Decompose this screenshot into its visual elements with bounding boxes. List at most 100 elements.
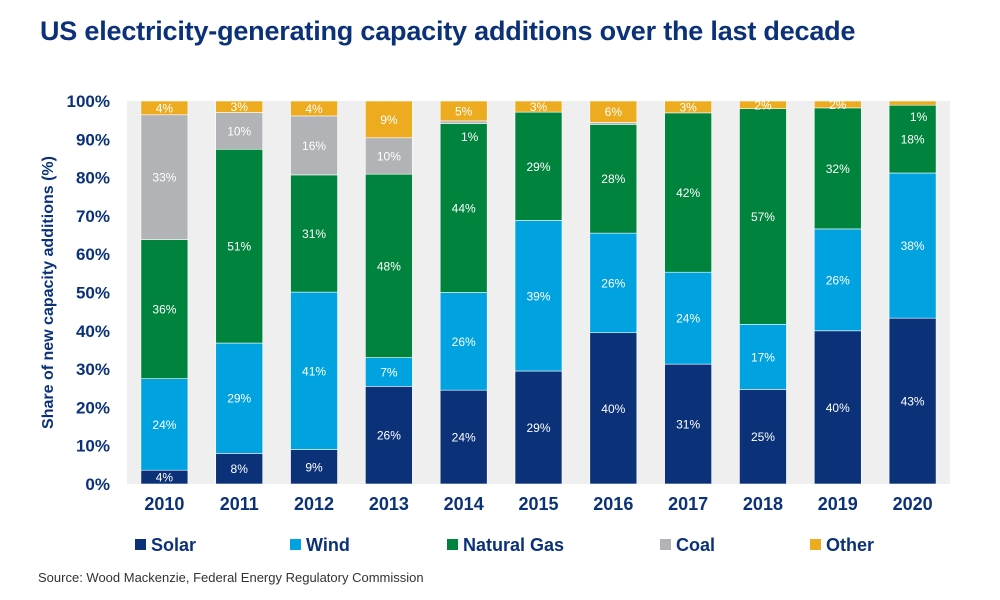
data-label: 24% — [452, 431, 476, 445]
bar-segment-solar — [439, 389, 488, 485]
data-label: 1% — [461, 130, 479, 144]
bar-segment-other — [664, 100, 712, 114]
data-label: 40% — [601, 402, 625, 416]
data-label: 25% — [751, 430, 775, 444]
y-tick-label: 20% — [76, 398, 110, 417]
y-tick-label: 70% — [76, 207, 110, 226]
bar-segment-natural-gas — [140, 239, 189, 379]
data-label: 24% — [676, 312, 700, 326]
bar-segment-other — [514, 100, 563, 113]
data-label: 6% — [605, 105, 623, 119]
data-label: 31% — [302, 227, 326, 241]
bar-segment-solar — [739, 389, 787, 485]
x-tick-label: 2017 — [668, 494, 708, 514]
data-label: 26% — [452, 335, 476, 349]
data-label: 33% — [152, 171, 176, 185]
data-label: 2% — [754, 98, 772, 112]
legend-label: Solar — [151, 535, 196, 555]
bar-segment-other — [439, 100, 488, 122]
bar-segment-coal — [439, 120, 488, 124]
legend-swatch-other — [810, 539, 821, 550]
bar-segment-wind — [664, 271, 712, 365]
bar-segment-other — [215, 100, 264, 113]
x-tick-label: 2012 — [294, 494, 334, 514]
bar-segment-wind — [215, 342, 264, 454]
bar-segment-wind — [813, 228, 862, 332]
y-tick-label: 60% — [76, 245, 110, 264]
y-axis-label: Share of new capacity additions (%) — [40, 156, 57, 429]
bar-segment-wind — [739, 323, 787, 390]
data-label: 38% — [901, 239, 925, 253]
data-label: 51% — [227, 240, 251, 254]
data-label: 26% — [601, 276, 625, 290]
data-label: 9% — [380, 113, 398, 127]
y-tick-label: 100% — [67, 92, 110, 111]
y-tick-label: 40% — [76, 322, 110, 341]
x-tick-label: 2010 — [144, 494, 184, 514]
data-label: 40% — [826, 401, 850, 415]
data-label: 1% — [910, 110, 928, 124]
data-label: 26% — [826, 273, 850, 287]
bar-segment-other — [140, 100, 189, 116]
bar-segment-natural-gas — [215, 148, 264, 344]
bar-segment-other — [290, 100, 338, 117]
bar-segment-solar — [813, 330, 862, 485]
x-tick-label: 2020 — [893, 494, 933, 514]
data-label: 10% — [377, 149, 401, 163]
data-label: 10% — [227, 124, 251, 138]
bar-segment-natural-gas — [290, 174, 338, 293]
data-label: 57% — [751, 210, 775, 224]
legend-swatch-solar — [135, 539, 146, 550]
y-tick-label: 50% — [76, 284, 110, 303]
data-label: 43% — [901, 395, 925, 409]
bar-segment-other — [888, 100, 937, 106]
bar-segment-solar — [514, 370, 563, 485]
data-label: 39% — [526, 289, 550, 303]
data-label: 42% — [676, 186, 700, 200]
x-tick-label: 2011 — [220, 494, 259, 514]
legend-swatch-coal — [660, 539, 671, 550]
data-label: 5% — [455, 104, 473, 118]
data-label: 29% — [526, 160, 550, 174]
data-label: 4% — [156, 101, 174, 115]
bar-segment-coal — [140, 114, 189, 240]
y-tick-label: 80% — [76, 169, 110, 188]
data-label: 4% — [305, 102, 323, 116]
bar-segment-other — [365, 100, 413, 139]
chart-title: US electricity-generating capacity addit… — [40, 16, 856, 46]
legend-label: Coal — [676, 535, 715, 555]
bar-segment-coal — [215, 112, 264, 150]
y-tick-label: 10% — [76, 437, 110, 456]
x-tick-label: 2018 — [743, 494, 783, 514]
bar-segment-solar — [290, 449, 338, 485]
bar-segment-wind — [589, 232, 638, 334]
bar-segment-wind — [290, 291, 338, 450]
y-tick-label: 90% — [76, 130, 110, 149]
legend-label: Other — [826, 535, 874, 555]
x-tick-label: 2014 — [444, 494, 484, 514]
data-label: 4% — [156, 471, 174, 485]
data-label: 26% — [377, 429, 401, 443]
data-label: 29% — [227, 392, 251, 406]
data-label: 3% — [679, 100, 697, 114]
bar-segment-other — [589, 100, 638, 123]
bar-segment-natural-gas — [439, 123, 488, 293]
data-label: 7% — [380, 365, 398, 379]
data-label: 8% — [231, 462, 249, 476]
data-label: 17% — [751, 350, 775, 364]
data-label: 41% — [302, 364, 326, 378]
y-tick-label: 30% — [76, 360, 110, 379]
data-label: 18% — [901, 133, 925, 147]
bar-segment-other — [813, 100, 862, 109]
bar-segment-wind — [439, 292, 488, 391]
bar-segment-other — [739, 100, 787, 109]
data-label: 28% — [601, 172, 625, 186]
legend-label: Natural Gas — [463, 535, 564, 555]
source-note: Source: Wood Mackenzie, Federal Energy R… — [38, 570, 424, 585]
data-label: 36% — [152, 303, 176, 317]
bar-segment-wind — [514, 220, 563, 372]
bar-segment-natural-gas — [664, 112, 712, 273]
data-label: 31% — [676, 418, 700, 432]
x-tick-label: 2013 — [369, 494, 409, 514]
